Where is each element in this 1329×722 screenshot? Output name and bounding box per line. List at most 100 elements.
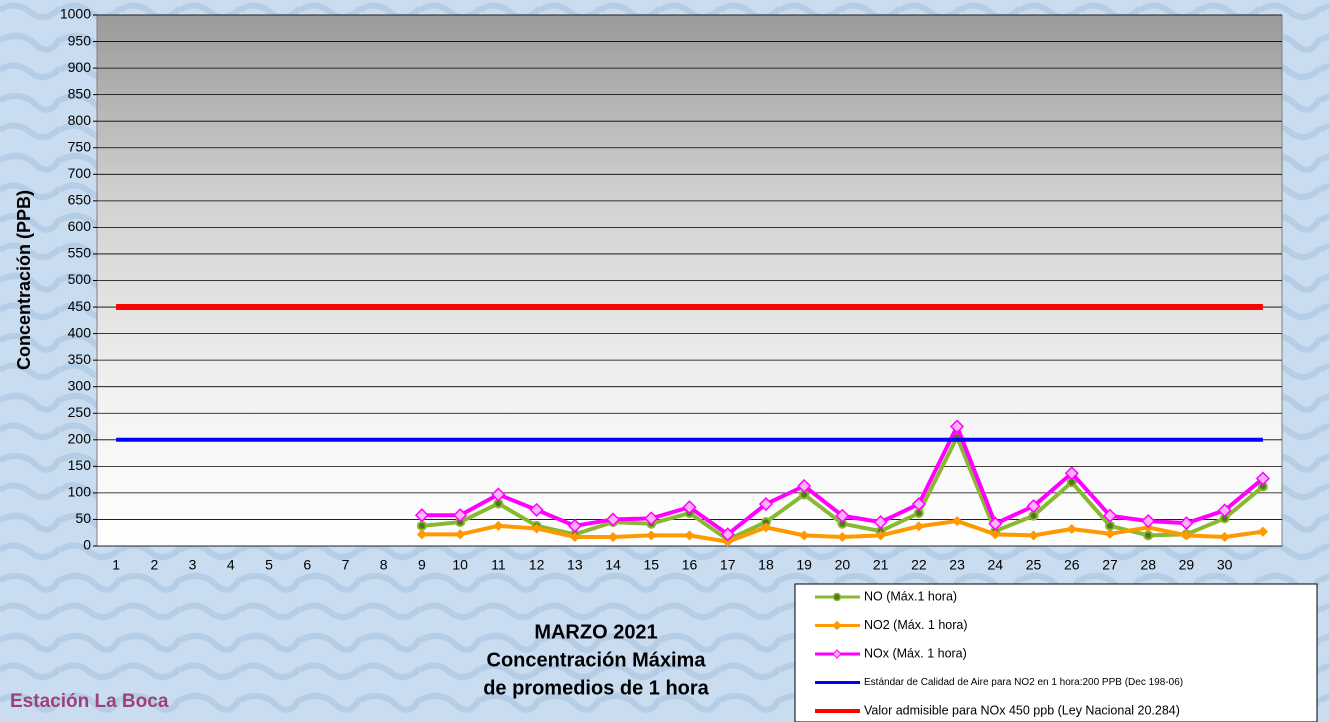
marker: [1102, 508, 1118, 523]
y-tick-label: 900: [68, 59, 92, 75]
y-tick-label: 650: [68, 192, 92, 208]
x-tick-label: 24: [988, 557, 1004, 573]
marker: [605, 512, 621, 527]
y-tick-label: 150: [68, 457, 92, 473]
marker: [913, 521, 924, 532]
marker: [720, 527, 735, 542]
marker: [531, 523, 542, 534]
marker: [1257, 526, 1268, 537]
x-tick-label: 21: [873, 557, 889, 573]
y-tick-label: 0: [83, 537, 91, 553]
y-tick-label: 800: [68, 112, 92, 128]
marker: [1217, 503, 1232, 518]
marker: [646, 530, 657, 541]
legend-marker: [832, 649, 842, 659]
marker: [990, 529, 1001, 540]
marker: [1066, 523, 1077, 535]
y-tick-label: 350: [68, 351, 92, 367]
marker: [455, 529, 466, 540]
marker: [1179, 516, 1194, 531]
x-tick-label: 3: [189, 557, 197, 573]
marker: [1255, 471, 1270, 486]
marker: [837, 531, 848, 543]
y-tick-label: 950: [68, 32, 92, 48]
marker: [875, 530, 886, 541]
marker: [1104, 528, 1116, 539]
marker: [416, 529, 427, 540]
x-tick-label: 15: [643, 557, 659, 573]
y-tick-label: 300: [68, 377, 92, 393]
marker: [758, 496, 774, 512]
marker: [952, 515, 963, 527]
y-tick-label: 500: [68, 271, 92, 287]
x-tick-label: 28: [1140, 557, 1156, 573]
legend-label: Estándar de Calidad de Aire para NO2 en …: [864, 677, 1183, 688]
marker: [414, 508, 429, 523]
marker: [644, 511, 659, 526]
marker: [1064, 466, 1079, 481]
marker: [799, 530, 810, 541]
chart-title: Concentración Máxima: [487, 649, 707, 671]
x-tick-label: 16: [682, 557, 698, 573]
x-tick-label: 8: [380, 557, 388, 573]
legend-label: NOx (Máx. 1 hora): [864, 646, 967, 660]
x-tick-label: 17: [720, 557, 736, 573]
y-tick-label: 250: [68, 404, 92, 420]
x-tick-label: 1: [112, 557, 120, 573]
x-tick-label: 29: [1179, 557, 1195, 573]
marker: [988, 516, 1003, 531]
marker: [1026, 499, 1041, 514]
y-tick-label: 50: [75, 510, 91, 526]
y-tick-label: 100: [68, 484, 92, 500]
marker: [1028, 530, 1039, 541]
x-tick-label: 20: [835, 557, 851, 573]
y-tick-label: 700: [68, 165, 92, 181]
x-tick-label: 2: [150, 557, 158, 573]
marker: [416, 520, 427, 531]
marker: [1141, 513, 1156, 529]
y-tick-label: 1000: [60, 6, 91, 22]
legend-label: Valor admisible para NOx 450 ppb (Ley Na…: [864, 703, 1180, 717]
x-tick-label: 18: [758, 557, 774, 573]
x-tick-label: 7: [342, 557, 350, 573]
marker: [950, 419, 965, 434]
legend-label: NO2 (Máx. 1 hora): [864, 618, 968, 632]
marker: [569, 531, 580, 543]
x-tick-label: 11: [491, 557, 506, 573]
marker: [873, 515, 888, 530]
y-tick-label: 450: [68, 298, 92, 314]
marker: [760, 522, 772, 533]
legend-marker: [832, 620, 842, 631]
legend-label: NO (Máx.1 hora): [864, 589, 957, 603]
legend-marker: [832, 592, 842, 602]
marker: [722, 536, 733, 547]
chart-title: MARZO 2021: [534, 621, 657, 643]
marker: [529, 502, 544, 517]
x-tick-label: 22: [911, 557, 927, 573]
marker: [1219, 531, 1230, 543]
x-tick-label: 4: [227, 557, 235, 573]
x-tick-label: 27: [1102, 557, 1118, 573]
y-tick-label: 850: [68, 85, 92, 101]
marker: [682, 500, 697, 515]
marker: [1181, 530, 1192, 541]
marker: [1143, 530, 1154, 541]
chart-title: de promedios de 1 hora: [483, 677, 709, 699]
marker: [911, 496, 926, 512]
x-tick-label: 30: [1217, 557, 1233, 573]
x-tick-label: 14: [605, 557, 621, 573]
marker: [1104, 520, 1115, 531]
y-axis-label: Concentración (PPB): [14, 190, 34, 370]
x-tick-label: 9: [418, 557, 426, 573]
marker: [491, 487, 506, 502]
x-tick-label: 25: [1026, 557, 1042, 573]
legend: [794, 583, 1318, 722]
marker: [797, 478, 812, 494]
y-tick-label: 200: [68, 431, 92, 447]
x-tick-label: 10: [452, 557, 468, 573]
x-tick-label: 19: [796, 557, 812, 573]
marker: [607, 531, 619, 543]
marker: [835, 508, 850, 523]
y-tick-label: 600: [68, 218, 92, 234]
